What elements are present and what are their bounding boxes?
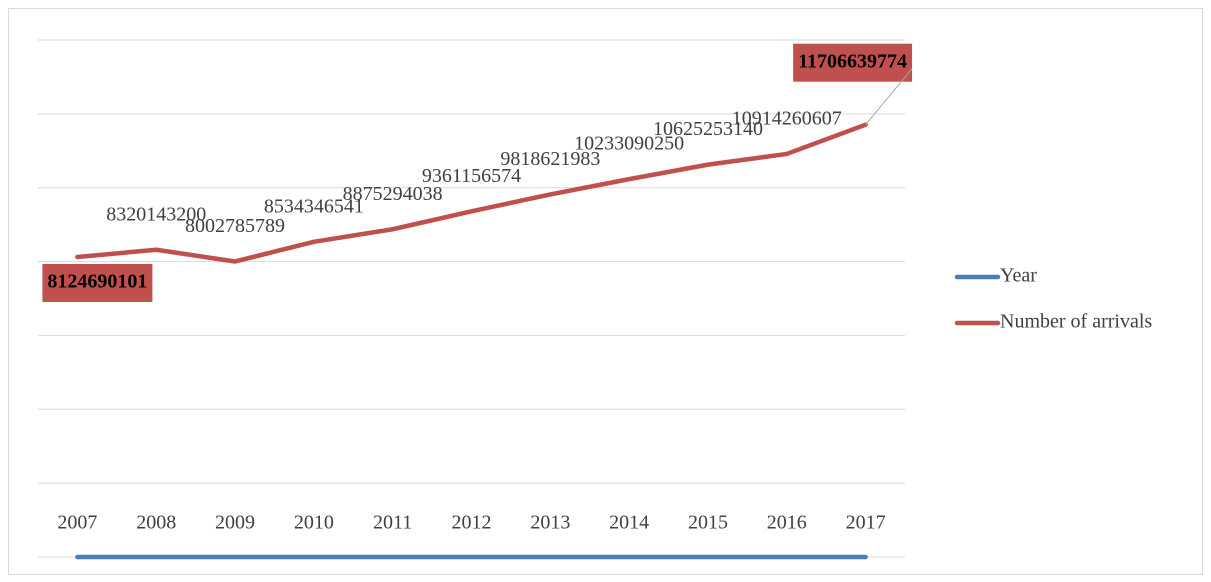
leader-line (865, 68, 913, 126)
x-tick-label: 2007 (57, 512, 97, 534)
data-label: 8534346541 (264, 195, 364, 217)
data-label: 8124690101 (47, 271, 147, 293)
data-label: 10914260607 (732, 108, 842, 130)
data-label: 9818621983 (500, 148, 600, 170)
x-tick-label: 2010 (294, 512, 334, 534)
chart-border (8, 8, 1203, 575)
legend-label: Number of arrivals (1000, 311, 1152, 333)
data-label: 8875294038 (343, 183, 443, 205)
highlighted-data-label: 11706639774 (793, 43, 913, 126)
x-tick-label: 2011 (373, 512, 412, 534)
data-label: 8320143200 (106, 203, 206, 225)
x-tick-label: 2012 (452, 512, 492, 534)
x-tick-label: 2013 (530, 512, 570, 534)
x-tick-label: 2009 (215, 512, 255, 534)
data-label: 10625253140 (653, 118, 763, 140)
x-tick-label: 2016 (767, 512, 807, 534)
x-tick-label: 2008 (136, 512, 176, 534)
highlighted-data-label: 8124690101 (42, 263, 153, 302)
data-label: 11706639774 (798, 50, 907, 72)
x-tick-label: 2017 (846, 512, 886, 534)
data-label-box (42, 263, 153, 302)
data-label: 8002785789 (185, 215, 285, 237)
data-label: 10233090250 (574, 133, 684, 155)
data-label-box (793, 43, 913, 82)
x-tick-label: 2014 (609, 512, 649, 534)
series-line (75, 122, 868, 264)
legend-label: Year (1000, 265, 1037, 287)
x-tick-label: 2015 (688, 512, 728, 534)
data-label: 9361156574 (422, 165, 521, 187)
